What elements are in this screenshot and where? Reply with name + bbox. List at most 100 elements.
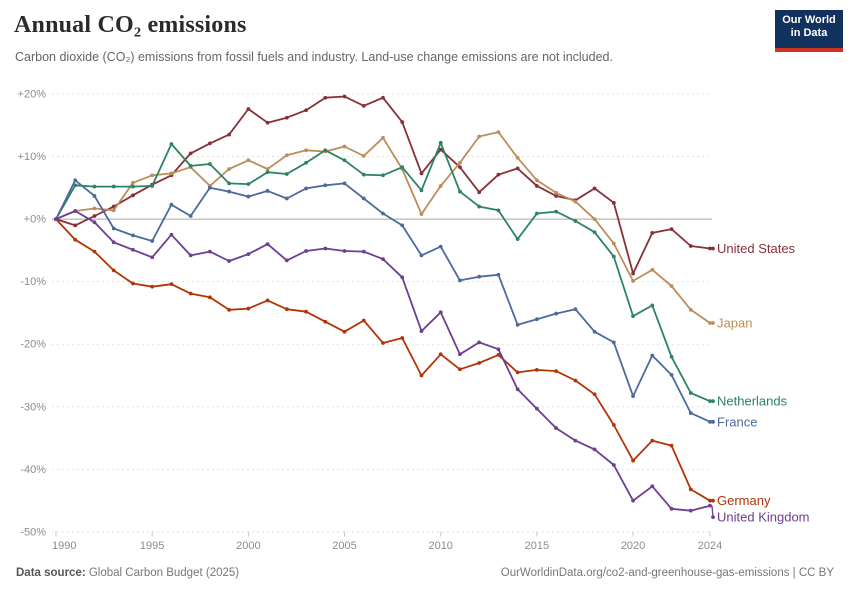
data-point [246, 158, 251, 163]
data-point [207, 141, 212, 146]
data-point [419, 188, 424, 193]
data-point [169, 282, 174, 287]
data-point [650, 438, 655, 443]
data-point [438, 352, 443, 357]
data-point [515, 387, 520, 392]
data-point [207, 162, 212, 166]
data-point [611, 200, 616, 205]
data-point [573, 378, 578, 383]
data-point [477, 134, 482, 139]
data-point [284, 196, 289, 201]
data-point [381, 135, 385, 140]
data-point [650, 353, 655, 358]
data-point [111, 226, 116, 231]
data-point [304, 186, 308, 191]
data-point [227, 189, 232, 194]
series-end-label-united-kingdom[interactable]: United Kingdom [717, 510, 810, 525]
data-point [400, 336, 405, 340]
data-point [650, 303, 655, 308]
data-point [534, 317, 539, 322]
series-end-label-france[interactable]: France [717, 414, 757, 429]
data-point [227, 167, 232, 171]
svg-text:1990: 1990 [52, 540, 76, 552]
svg-text:2000: 2000 [236, 540, 260, 552]
data-point [131, 233, 135, 238]
owid-logo[interactable]: Our World in Data [775, 10, 843, 52]
data-point [419, 329, 424, 334]
data-point [284, 307, 289, 312]
data-point [554, 194, 559, 198]
svg-text:2005: 2005 [332, 540, 356, 552]
data-point [381, 173, 385, 178]
data-point [592, 230, 597, 235]
data-point [150, 173, 155, 178]
data-point [458, 165, 462, 170]
data-point [611, 241, 616, 246]
series-end-label-netherlands[interactable]: Netherlands [717, 394, 788, 409]
data-point [284, 258, 289, 263]
data-point [265, 189, 270, 193]
series-line [55, 141, 711, 403]
series-germany[interactable]: Germany [54, 217, 771, 508]
source-link[interactable]: OurWorldinData.org/co2-and-greenhouse-ga… [500, 567, 834, 579]
series-end-label-united-states[interactable]: United States [717, 241, 796, 256]
data-point [111, 240, 116, 245]
page-subtitle: Carbon dioxide (CO₂) emissions from foss… [15, 50, 613, 64]
data-point [554, 369, 559, 374]
data-point [92, 184, 97, 189]
data-point [400, 120, 405, 125]
data-point [188, 151, 193, 156]
data-point [458, 278, 462, 283]
data-point [188, 253, 193, 258]
data-point [477, 274, 482, 279]
series-end-label-japan[interactable]: Japan [717, 315, 752, 330]
data-point [342, 158, 347, 163]
data-point [169, 202, 174, 207]
data-point [188, 291, 193, 296]
label-dot [711, 399, 715, 404]
data-point [650, 230, 655, 235]
data-point [631, 279, 635, 283]
data-point [150, 239, 155, 243]
data-point [611, 463, 616, 467]
data-point [246, 252, 251, 257]
series-united-states[interactable]: United States [54, 94, 796, 276]
series-netherlands[interactable]: Netherlands [54, 140, 788, 409]
data-point [207, 249, 212, 254]
data-point [227, 307, 232, 312]
data-source-value: Global Carbon Budget (2025) [85, 567, 240, 579]
data-point [111, 268, 116, 273]
data-point [592, 217, 597, 222]
data-point [169, 171, 174, 176]
data-point [131, 184, 135, 189]
data-point [265, 120, 270, 125]
data-point [381, 211, 385, 216]
data-point [361, 196, 366, 201]
data-point [688, 391, 693, 395]
data-point [573, 219, 578, 223]
data-point [573, 199, 578, 204]
x-axis-labels: 1990 1995 2000 2005 2010 2015 2020 2024 [52, 531, 722, 552]
data-point [554, 190, 559, 195]
data-point [708, 321, 712, 325]
data-point [246, 182, 251, 186]
svg-text:-30%: -30% [20, 401, 46, 413]
data-point [496, 208, 501, 213]
series-end-label-germany[interactable]: Germany [717, 493, 771, 508]
data-point [92, 249, 97, 254]
series-united-kingdom[interactable]: United Kingdom [54, 209, 810, 525]
label-dot [711, 321, 715, 325]
data-point [477, 340, 482, 345]
data-point [265, 170, 270, 175]
series-japan[interactable]: Japan [54, 130, 752, 330]
series-france[interactable]: France [54, 178, 757, 429]
data-point [246, 107, 251, 111]
data-point [169, 232, 174, 237]
data-point [534, 367, 539, 372]
data-point [669, 372, 674, 377]
owid-logo-line2: in Data [790, 27, 828, 39]
data-point [323, 246, 328, 251]
data-point [554, 311, 559, 316]
